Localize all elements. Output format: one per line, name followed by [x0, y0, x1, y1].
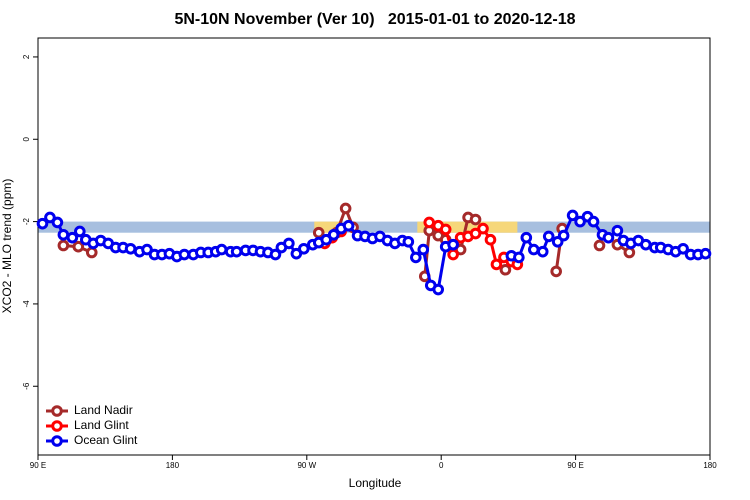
data-point	[611, 224, 624, 237]
data-point	[593, 239, 606, 252]
land-band	[314, 221, 340, 233]
data-point	[566, 209, 579, 222]
y-tick-label: 0	[22, 136, 31, 141]
data-point	[587, 215, 600, 228]
data-point	[550, 265, 562, 278]
data-point	[44, 211, 56, 224]
y-tick-label: -6	[22, 382, 31, 390]
data-point	[298, 242, 310, 255]
data-point	[557, 229, 570, 242]
data-point	[283, 237, 295, 250]
legend-label: Land Glint	[74, 418, 129, 432]
data-point	[342, 219, 355, 232]
plot-frame	[37, 37, 711, 456]
data-point	[178, 248, 191, 261]
data-point	[423, 216, 436, 229]
data-point	[513, 251, 525, 264]
x-tick-label: 0	[439, 461, 444, 470]
data-point	[410, 251, 422, 264]
data-point	[74, 225, 86, 238]
data-point	[432, 283, 445, 296]
data-point	[439, 223, 452, 236]
data-point	[699, 247, 712, 260]
data-point	[230, 245, 243, 258]
x-tick-label: 90 W	[297, 461, 316, 470]
data-point	[312, 226, 325, 239]
x-tick-label: 180	[166, 461, 180, 470]
data-point	[36, 217, 49, 230]
data-point	[339, 202, 352, 215]
data-point	[320, 233, 333, 246]
y-tick-label: 2	[22, 54, 31, 59]
series-line	[63, 204, 631, 277]
data-point	[327, 228, 340, 241]
data-point	[477, 222, 489, 235]
chart-title: 5N-10N November (Ver 10) 2015-01-01 to 2…	[174, 11, 575, 28]
data-point	[639, 238, 652, 251]
x-axis-label: Longitude	[349, 476, 402, 490]
data-point	[57, 228, 70, 241]
data-point	[623, 246, 636, 259]
y-tick-label: -2	[22, 217, 31, 225]
reference-band	[38, 221, 710, 233]
legend-marker	[51, 405, 63, 417]
data-point	[469, 227, 482, 240]
data-point	[402, 235, 415, 248]
legend-label: Ocean Glint	[74, 433, 138, 447]
data-point	[542, 230, 555, 243]
data-point	[536, 245, 549, 258]
data-point	[72, 240, 85, 253]
data-point	[484, 233, 497, 246]
data-point	[124, 242, 137, 255]
x-tick-label: 90 E	[30, 461, 46, 470]
data-point	[66, 231, 79, 244]
data-point	[677, 242, 689, 255]
data-point	[447, 238, 459, 251]
x-tick-label: 180	[703, 461, 717, 470]
legend-label: Land Nadir	[74, 403, 133, 417]
legend-marker	[51, 420, 63, 432]
data-point	[85, 246, 98, 259]
data-point	[269, 248, 282, 261]
x-tick-label: 90 E	[567, 461, 583, 470]
y-axis-label: XCO2 - MLO trend (ppm)	[0, 179, 14, 314]
data-point	[51, 216, 64, 229]
data-point	[215, 243, 228, 256]
data-point	[520, 231, 533, 244]
data-point	[499, 263, 512, 276]
data-point	[141, 243, 153, 256]
data-point	[490, 258, 503, 271]
data-point	[602, 231, 615, 244]
data-point	[57, 239, 70, 252]
data-point	[447, 248, 459, 261]
y-tick-label: -4	[22, 300, 31, 308]
data-point	[417, 243, 430, 256]
data-point	[469, 213, 482, 226]
legend-marker	[51, 435, 63, 447]
data-point	[574, 215, 586, 228]
data-point	[527, 243, 540, 256]
data-point	[290, 247, 303, 260]
